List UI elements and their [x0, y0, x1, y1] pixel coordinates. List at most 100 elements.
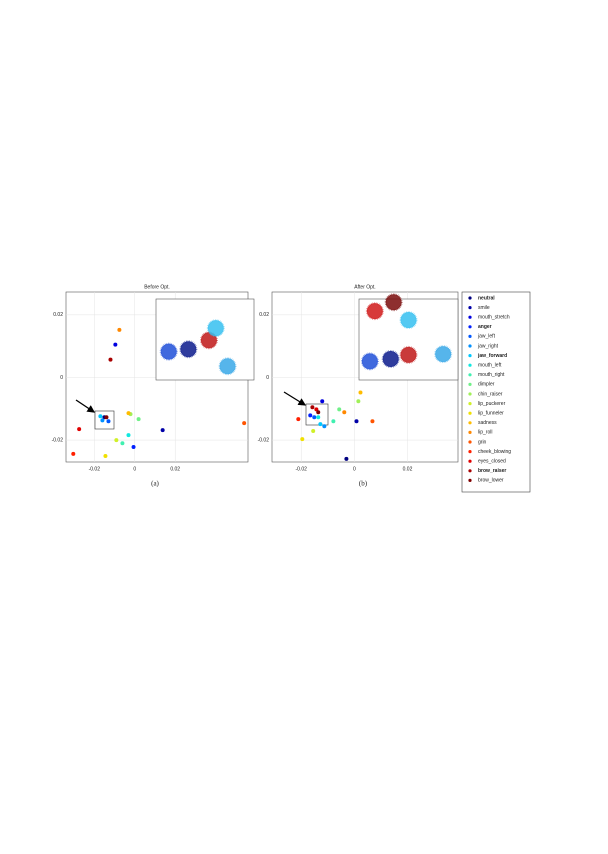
legend-marker: [468, 363, 472, 367]
point: [318, 422, 323, 427]
point: [108, 357, 113, 362]
point: [320, 399, 325, 404]
y-tick-label: 0.02: [259, 312, 269, 318]
point: [296, 417, 301, 422]
legend-label: neutral: [478, 295, 495, 301]
point: [342, 410, 347, 415]
point: [316, 410, 321, 415]
legend-label: mouth_right: [478, 372, 505, 378]
chart-title: Before Opt.: [144, 284, 170, 290]
point: [310, 405, 315, 410]
point: [331, 419, 336, 424]
legend-label: dimpler: [478, 382, 495, 388]
legend-label: lip_puckerer: [478, 401, 506, 407]
point: [300, 437, 305, 442]
point: [126, 433, 131, 438]
inset-cluster: [384, 293, 403, 312]
x-tick-label: 0.02: [403, 466, 413, 472]
legend-marker: [468, 325, 472, 329]
legend-label: lip_funneler: [478, 411, 504, 417]
inset-cluster: [381, 349, 400, 368]
legend-marker: [468, 382, 472, 386]
x-tick-label: 0.02: [170, 466, 180, 472]
legend-label: chin_raiser: [478, 391, 503, 397]
point: [322, 424, 327, 429]
legend-marker: [468, 315, 472, 319]
point: [117, 327, 122, 332]
point: [131, 444, 136, 449]
legend-marker: [468, 354, 472, 358]
legend-label: brow_lower: [478, 478, 504, 484]
inset-cluster: [434, 345, 453, 364]
y-tick-label: 0.02: [53, 312, 63, 318]
legend-label: brow_raiser: [478, 468, 506, 474]
caption: (b): [359, 480, 368, 488]
legend-marker: [468, 450, 472, 454]
legend-label: grin: [478, 439, 487, 445]
point: [106, 419, 111, 424]
legend-marker: [468, 478, 472, 482]
point: [100, 418, 105, 423]
point: [314, 407, 319, 412]
legend-label: lip_roll: [478, 430, 492, 436]
inset-cluster: [218, 357, 237, 376]
point: [104, 415, 109, 420]
inset-cluster: [179, 340, 198, 359]
arrow: [75, 399, 96, 413]
inset-cluster: [159, 342, 178, 361]
legend-label: jaw_left: [477, 334, 496, 340]
point: [103, 454, 108, 459]
point: [316, 415, 321, 420]
point: [136, 417, 141, 422]
legend-marker: [468, 402, 472, 406]
point: [77, 427, 82, 432]
legend-label: jaw_forward: [477, 353, 507, 359]
inset-cluster: [399, 345, 418, 364]
point: [312, 415, 317, 420]
legend-label: eyes_closed: [478, 459, 506, 465]
legend-marker: [468, 440, 472, 444]
legend-label: anger: [478, 324, 492, 330]
point: [356, 399, 361, 404]
legend-marker: [468, 373, 472, 377]
legend-marker: [468, 421, 472, 425]
legend-marker: [468, 459, 472, 463]
legend-marker: [468, 411, 472, 415]
point: [308, 413, 313, 418]
point: [242, 421, 247, 426]
point: [337, 407, 342, 412]
legend-marker: [468, 392, 472, 396]
inset-cluster: [199, 331, 218, 350]
inset-cluster: [399, 311, 418, 330]
point: [98, 414, 103, 419]
legend-label: mouth_left: [478, 363, 502, 369]
point: [311, 429, 316, 434]
x-tick-label: -0.02: [89, 466, 101, 472]
x-tick-label: 0: [353, 466, 356, 472]
point: [344, 456, 349, 461]
legend-marker: [468, 334, 472, 338]
legend-marker: [468, 306, 472, 310]
y-tick-label: 0: [60, 375, 63, 381]
caption: (a): [151, 480, 159, 488]
x-tick-label: -0.02: [296, 466, 308, 472]
point: [120, 441, 125, 446]
point: [358, 390, 363, 395]
zoom-box: [94, 410, 115, 430]
arrow: [283, 391, 307, 406]
y-tick-label: -0.02: [52, 437, 64, 443]
legend-label: jaw_right: [477, 343, 499, 349]
point: [71, 451, 76, 456]
point: [354, 419, 359, 424]
point: [114, 438, 119, 443]
chart-title: After Opt.: [354, 284, 375, 290]
legend-marker: [468, 469, 472, 473]
point: [370, 419, 375, 424]
legend-label: smile: [478, 305, 490, 311]
legend-marker: [468, 296, 472, 300]
legend-box: [461, 291, 531, 493]
legend-marker: [468, 344, 472, 348]
y-tick-label: 0: [266, 375, 269, 381]
